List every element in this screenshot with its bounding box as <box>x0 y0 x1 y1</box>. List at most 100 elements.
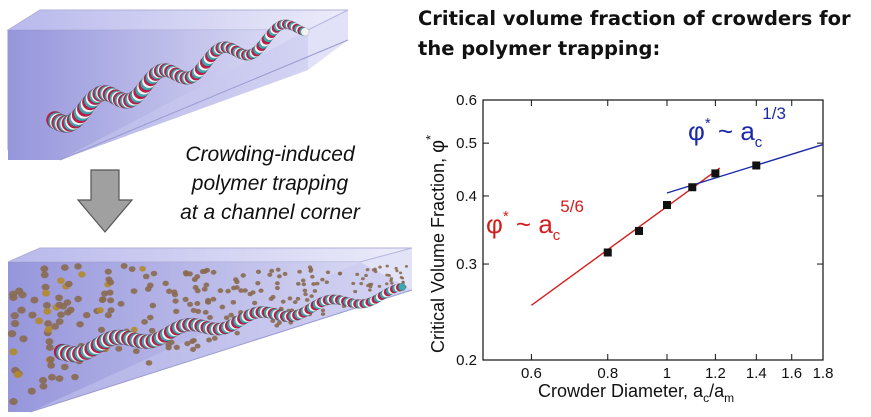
crowder-particle <box>302 288 308 293</box>
crowder-particle <box>55 294 63 302</box>
critical-volume-fraction-chart: 0.6 0.8 1 1.2 1.4 1.6 1.8 0.2 0.3 0.4 0.5 0.6 φ* ~… <box>423 92 833 405</box>
crowder-particle <box>269 268 275 273</box>
data-point <box>711 169 720 178</box>
crowder-particle <box>378 265 382 269</box>
crowder-particle <box>364 273 368 278</box>
crowder-particle <box>17 306 26 314</box>
crowder-particle <box>287 296 293 301</box>
crowder-particle <box>117 300 125 307</box>
x-tick-label: 0.6 <box>521 365 542 382</box>
crowder-particle <box>325 270 331 275</box>
y-tick-label: 0.4 <box>456 188 477 205</box>
crowder-particle <box>194 343 201 349</box>
crowder-particle <box>27 387 36 395</box>
crowder-particle <box>107 279 115 286</box>
crowder-particle <box>394 266 398 270</box>
crowder-particle <box>46 356 55 363</box>
crowder-particle <box>141 319 148 325</box>
y-ticks: 0.2 0.3 0.4 0.5 0.6 <box>456 92 823 369</box>
crowder-particle <box>182 270 189 276</box>
crowder-particle <box>173 344 180 351</box>
crowder-particle <box>107 307 115 314</box>
crowder-particle <box>98 296 106 304</box>
crowder-particle <box>292 300 298 305</box>
crowder-particle <box>385 264 389 268</box>
crowder-particle <box>312 289 318 293</box>
headline-line-2: the polymer trapping: <box>418 37 661 60</box>
headline-line-1: Critical volume fraction of crowders for <box>418 7 851 30</box>
crowder-particle <box>190 346 197 352</box>
red-scaling-annotation: φ* ~ ac5/6 <box>486 197 584 244</box>
caption-line-3: at a channel corner <box>180 201 360 224</box>
crowder-particle <box>276 320 282 325</box>
crowder-particle <box>96 307 104 314</box>
crowder-particle <box>389 277 394 281</box>
crowder-particle <box>202 309 209 315</box>
crowder-particle <box>359 281 364 286</box>
crowder-particle <box>199 269 206 275</box>
data-point <box>603 248 612 257</box>
crowder-particle <box>18 291 27 299</box>
data-point <box>752 161 761 170</box>
crowder-particle <box>145 360 153 366</box>
crowder-particle <box>337 272 342 276</box>
bottom-channel <box>7 247 413 413</box>
illustration-caption: Crowding-induced polymer trapping at a c… <box>150 140 390 227</box>
crowder-particle <box>40 271 49 279</box>
crowder-particle <box>55 301 64 309</box>
crowder-particle <box>210 296 217 302</box>
crowder-particle <box>390 281 394 285</box>
data-points <box>603 161 761 257</box>
crowder-particle <box>280 299 286 304</box>
crowder-particle <box>371 268 376 272</box>
crowder-particle <box>275 267 281 272</box>
crowder-particle <box>353 289 358 294</box>
crowder-particle <box>173 308 180 315</box>
crowder-particle <box>149 302 157 309</box>
crowder-particle <box>10 312 19 320</box>
crowder-particle <box>150 270 158 277</box>
crowder-particle <box>274 281 280 286</box>
crowder-particle <box>104 268 112 275</box>
crowder-particle <box>217 288 224 294</box>
crowder-particle <box>296 281 301 286</box>
crowder-particle <box>238 288 244 293</box>
crowder-particle <box>385 273 389 277</box>
crowder-particle <box>128 266 136 272</box>
crowder-particle <box>258 288 264 293</box>
plot-area <box>482 99 824 361</box>
crowder-particle <box>139 265 146 272</box>
crowder-particle <box>205 299 212 305</box>
crowder-particle <box>60 264 69 271</box>
crowder-particle <box>187 301 194 307</box>
crowder-particle <box>240 273 246 278</box>
blue-scaling-annotation: φ* ~ ac1/3 <box>688 104 786 151</box>
crowder-particle <box>308 269 313 273</box>
x-axis-title: Crowder Diameter, ac/am <box>538 381 734 405</box>
data-point <box>662 201 671 210</box>
crowder-particle <box>303 292 308 297</box>
crowder-particle <box>13 371 23 379</box>
crowder-particle <box>377 284 382 288</box>
crowder-particle <box>315 281 320 286</box>
crowder-particle <box>201 286 208 292</box>
crowder-particle <box>166 288 173 294</box>
top-channel <box>6 9 349 161</box>
crowder-particle <box>45 338 54 345</box>
crowder-particle <box>48 373 56 381</box>
crowder-particle <box>147 282 154 289</box>
crowder-particle <box>43 308 52 315</box>
crowder-particle <box>401 281 405 284</box>
crowder-particle <box>97 326 106 333</box>
crowder-particle <box>66 306 75 314</box>
crowder-particle <box>39 382 48 390</box>
crowder-particle <box>28 311 37 319</box>
crowder-particle <box>210 269 217 275</box>
crowder-particle <box>234 285 240 290</box>
crowder-particle <box>63 299 72 306</box>
data-point <box>635 226 644 235</box>
crowder-particle <box>385 282 389 286</box>
crowder-particle <box>255 269 262 274</box>
crowder-particle <box>282 271 288 276</box>
crowder-particle <box>74 263 82 270</box>
